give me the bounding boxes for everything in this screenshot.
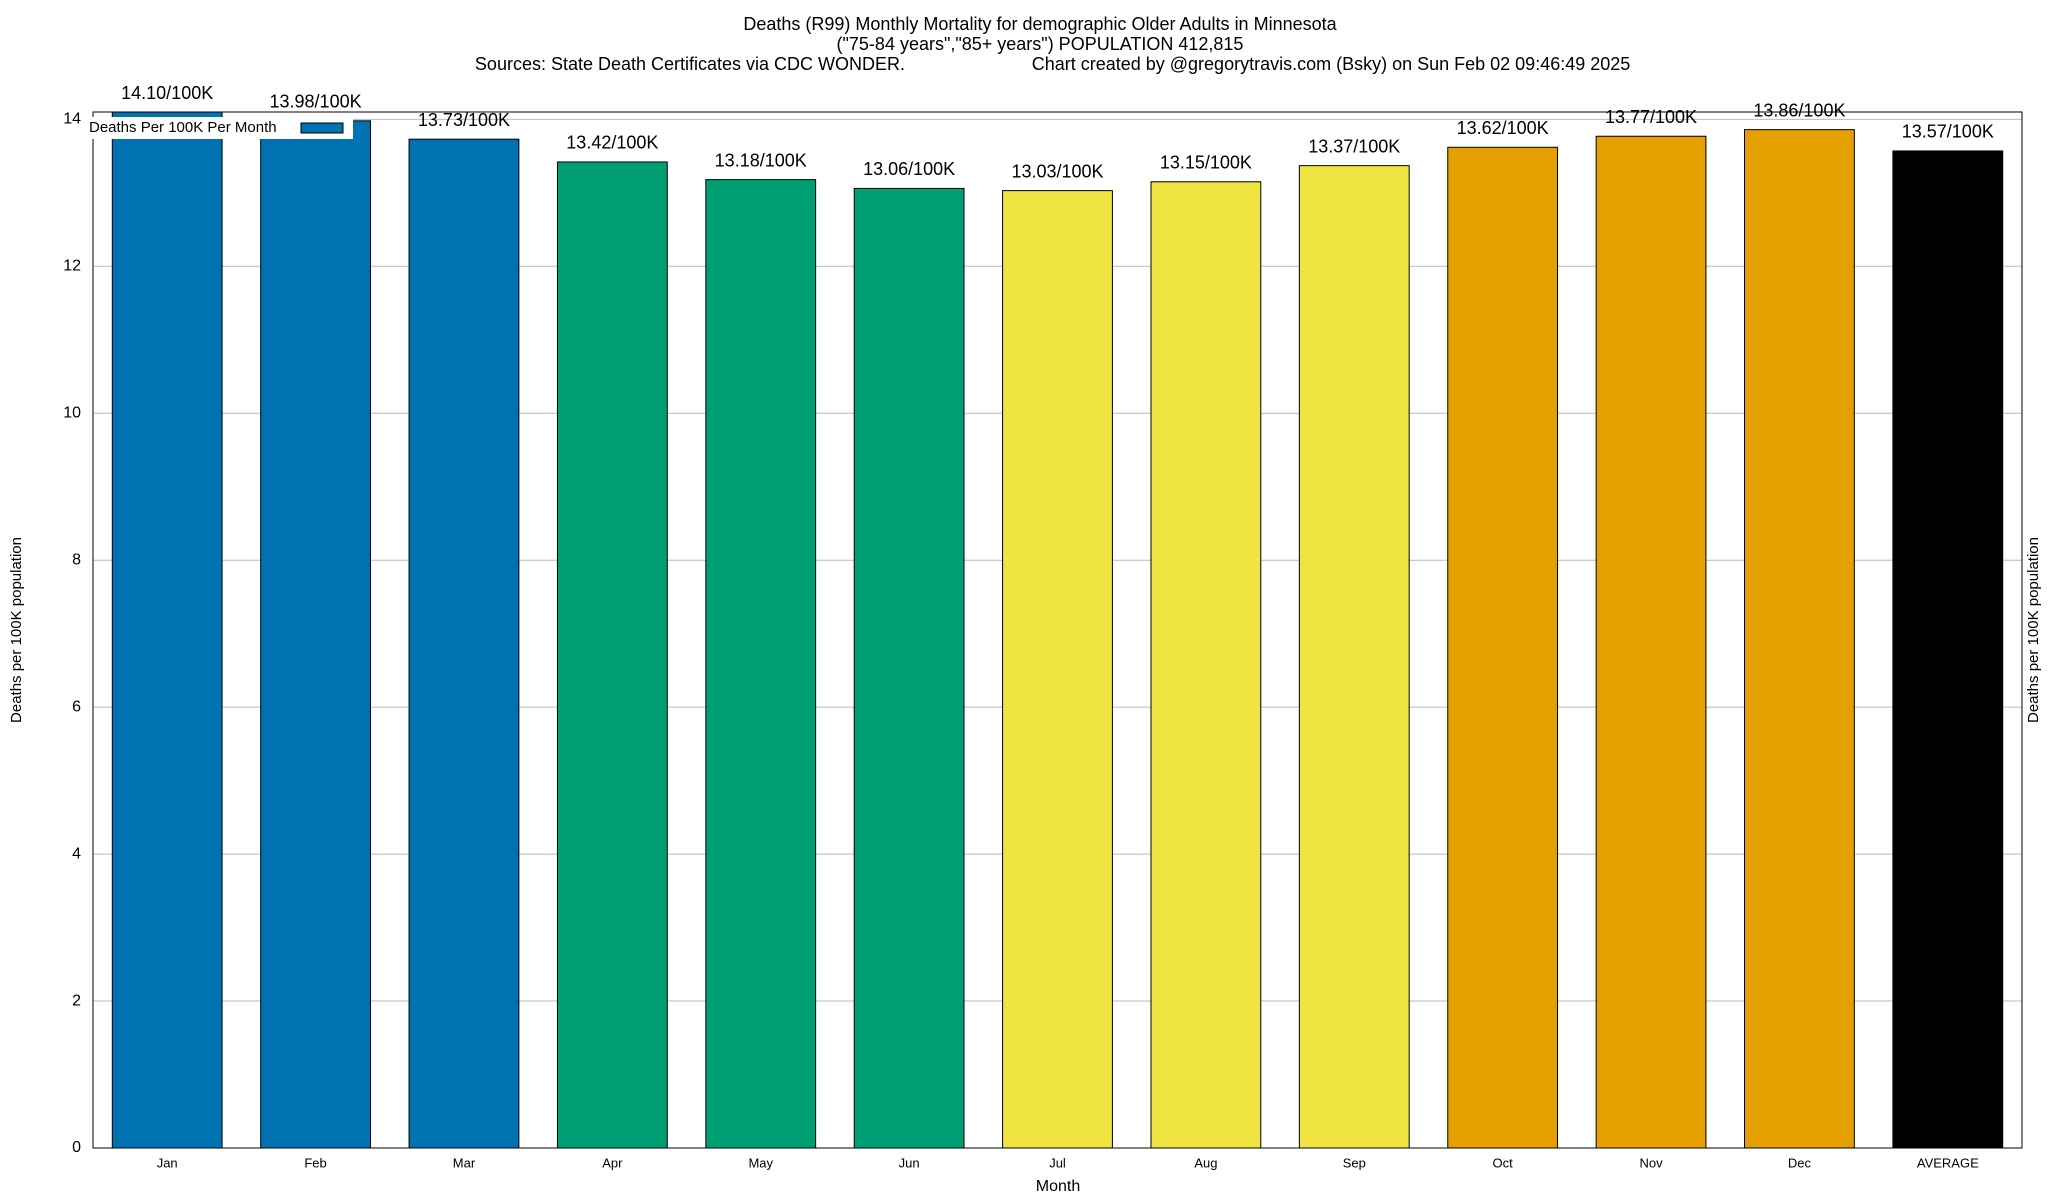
y-tick-label: 2 xyxy=(72,992,81,1009)
bar xyxy=(1447,146,1559,1149)
bar xyxy=(1150,181,1262,1149)
x-tick-label: Mar xyxy=(453,1155,476,1170)
value-label: 13.86/100K xyxy=(1753,100,1845,120)
x-tick-label: Jul xyxy=(1049,1155,1066,1170)
bar xyxy=(705,179,817,1149)
x-tick-label: May xyxy=(748,1155,773,1170)
value-label: 13.73/100K xyxy=(418,110,510,130)
x-tick-label: Sep xyxy=(1343,1155,1366,1170)
legend-label: Deaths Per 100K Per Month xyxy=(89,119,277,136)
y-tick-label: 8 xyxy=(72,551,81,568)
y-tick-label: 14 xyxy=(63,111,81,128)
value-label: 13.18/100K xyxy=(715,150,807,170)
x-tick-label: Jun xyxy=(899,1155,920,1170)
y2-axis-label: Deaths per 100K population xyxy=(2025,537,2042,723)
value-label: 14.10/100K xyxy=(121,83,213,103)
bar xyxy=(853,187,965,1149)
value-label: 13.03/100K xyxy=(1011,161,1103,181)
bar xyxy=(1744,129,1855,1149)
x-tick-label: AVERAGE xyxy=(1917,1155,1979,1170)
y-tick-label: 12 xyxy=(63,258,81,275)
bar xyxy=(1892,150,2004,1149)
x-tick-label: Feb xyxy=(304,1155,326,1170)
bar xyxy=(260,120,371,1149)
value-label: 13.98/100K xyxy=(270,92,362,112)
x-tick-label: Oct xyxy=(1493,1155,1514,1170)
value-label: 13.37/100K xyxy=(1308,136,1400,156)
y-tick-label: 10 xyxy=(63,404,81,421)
chart-subtitle: ("75-84 years","85+ years") POPULATION 4… xyxy=(837,34,1244,54)
legend-swatch xyxy=(300,122,344,134)
chart-title: Deaths (R99) Monthly Mortality for demog… xyxy=(743,14,1337,34)
x-tick-label: Dec xyxy=(1788,1155,1812,1170)
chart-credit: Chart created by @gregorytravis.com (Bsk… xyxy=(1032,54,1631,74)
x-tick-label: Nov xyxy=(1639,1155,1663,1170)
x-tick-label: Aug xyxy=(1194,1155,1217,1170)
bar xyxy=(408,138,520,1149)
bar xyxy=(1595,135,1707,1149)
value-label: 13.42/100K xyxy=(566,133,658,153)
bar xyxy=(556,161,668,1149)
y-tick-label: 0 xyxy=(72,1139,81,1156)
legend-box xyxy=(83,117,353,139)
y-tick-label: 6 xyxy=(72,698,81,715)
x-axis-label: Month xyxy=(1036,1178,1080,1195)
value-label: 13.62/100K xyxy=(1457,118,1549,138)
bar xyxy=(111,111,223,1149)
y-tick-label: 4 xyxy=(72,845,81,862)
plot-frame xyxy=(92,111,2023,1149)
bar xyxy=(1298,165,1410,1149)
value-label: 13.57/100K xyxy=(1902,122,1994,142)
bar xyxy=(1002,190,1113,1149)
value-label: 13.15/100K xyxy=(1160,153,1252,173)
y-axis-label: Deaths per 100K population xyxy=(8,537,25,723)
chart-source: Sources: State Death Certificates via CD… xyxy=(475,54,905,74)
x-tick-label: Apr xyxy=(602,1155,623,1170)
value-label: 13.77/100K xyxy=(1605,107,1697,127)
x-tick-label: Jan xyxy=(157,1155,178,1170)
value-label: 13.06/100K xyxy=(863,159,955,179)
